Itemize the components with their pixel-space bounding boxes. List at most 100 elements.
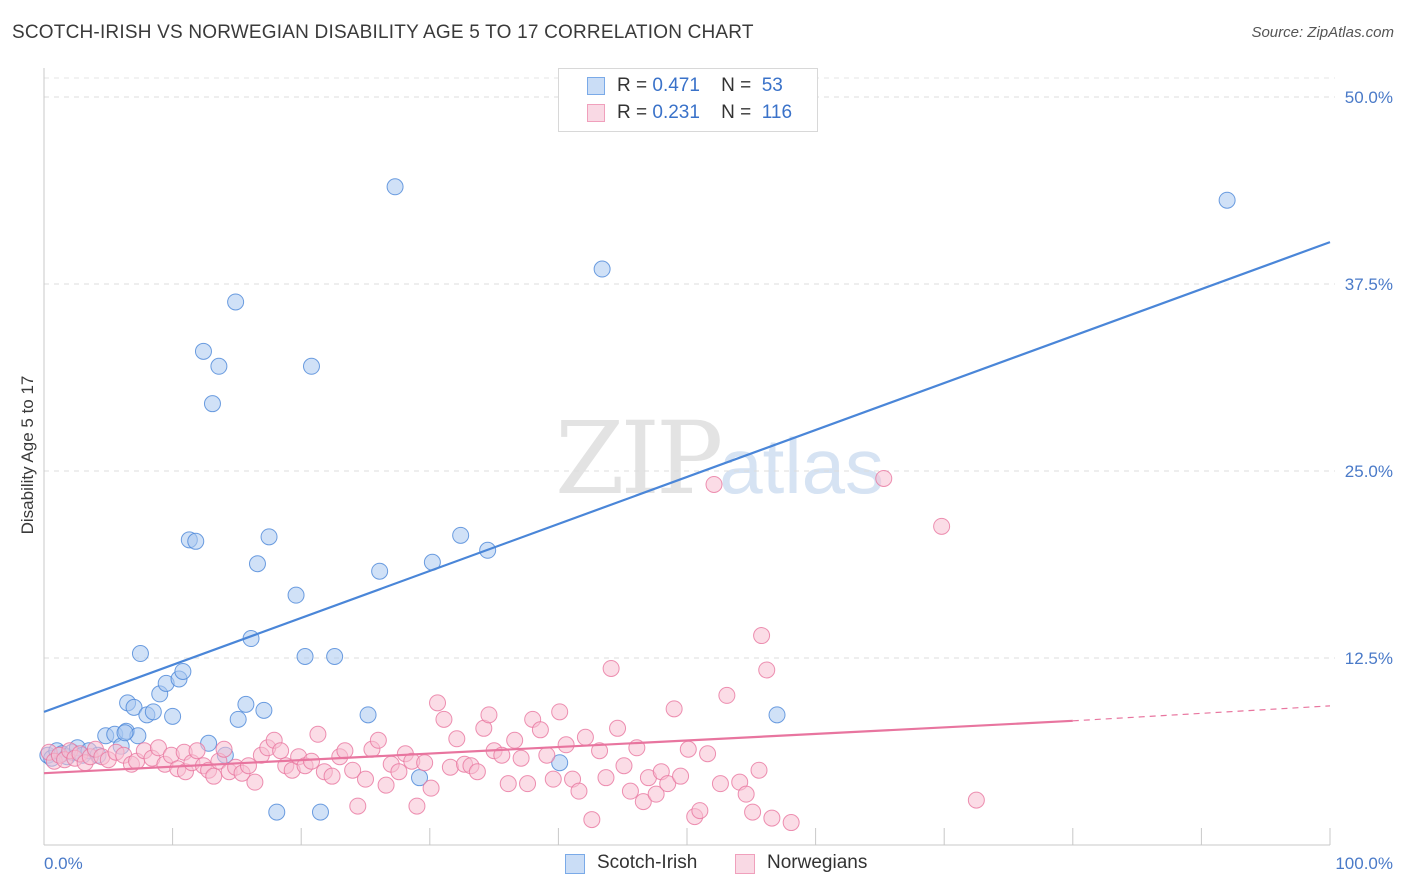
data-point: [519, 775, 537, 793]
data-point: [237, 695, 255, 713]
data-point: [125, 698, 143, 716]
data-point: [357, 770, 374, 788]
stats-legend: R = 0.471 N = 53 R = 0.231 N = 116: [558, 68, 818, 132]
legend-r-value: 0.231: [652, 102, 700, 123]
data-point: [215, 740, 233, 758]
source-label: Source: ZipAtlas.com: [1251, 24, 1394, 41]
data-point: [227, 293, 245, 311]
legend-label-norwegians: Norwegians: [767, 852, 868, 873]
data-point: [621, 782, 639, 800]
data-points: [39, 178, 1236, 832]
trend-line-extension: [1072, 705, 1331, 722]
data-point: [647, 785, 665, 803]
data-point: [570, 782, 588, 800]
legend-n-value: 116: [761, 102, 793, 123]
data-point: [349, 797, 367, 815]
data-point: [679, 740, 697, 758]
data-point: [480, 706, 498, 724]
data-point: [665, 700, 683, 718]
legend-swatch-norwegians: [735, 854, 755, 874]
data-point: [371, 562, 389, 580]
data-point: [551, 703, 569, 721]
chart-title: SCOTCH-IRISH VS NORWEGIAN DISABILITY AGE…: [12, 22, 754, 43]
data-point: [435, 710, 453, 728]
data-point: [672, 767, 690, 785]
data-point: [691, 802, 709, 820]
data-point: [718, 686, 736, 704]
y-tick-label: 37.5%: [1345, 275, 1393, 294]
data-point: [422, 779, 440, 797]
data-point: [336, 742, 354, 760]
data-point: [344, 761, 362, 779]
data-point: [287, 586, 305, 604]
trend-line: [43, 719, 1073, 775]
y-tick-label: 12.5%: [1345, 649, 1393, 668]
data-point: [602, 659, 620, 677]
data-point: [144, 703, 162, 721]
trend-line: [43, 241, 1331, 713]
data-point: [386, 178, 404, 196]
x-tick-label: 0.0%: [44, 854, 83, 873]
axes: [43, 68, 1331, 846]
watermark: ZIPatlas: [555, 400, 884, 517]
y-tick-label: 50.0%: [1345, 88, 1393, 107]
data-point: [239, 757, 257, 775]
watermark-atlas: atlas: [719, 422, 885, 510]
data-point: [255, 701, 273, 719]
data-point: [452, 526, 470, 544]
tick-labels: 12.5% 25.0% 37.5% 50.0% 0.0% 100.0%: [44, 88, 1393, 873]
data-point: [302, 752, 320, 770]
data-point: [326, 648, 344, 666]
data-point: [933, 517, 951, 535]
legend-swatch-scotch-irish: [565, 854, 585, 874]
data-point: [782, 814, 800, 832]
data-point: [268, 803, 286, 821]
data-point: [411, 769, 429, 787]
data-point: [272, 742, 290, 760]
data-point: [544, 770, 562, 788]
data-point: [468, 763, 486, 781]
data-point: [875, 469, 893, 487]
data-point: [260, 528, 278, 546]
data-point: [531, 721, 549, 739]
data-point: [583, 811, 601, 829]
data-point: [551, 754, 569, 772]
data-point: [557, 736, 575, 754]
data-point: [359, 706, 377, 724]
data-point: [1218, 191, 1236, 209]
data-point: [302, 357, 320, 375]
trend-lines: [43, 241, 1331, 775]
data-point: [758, 661, 776, 679]
data-point: [210, 357, 228, 375]
data-point: [116, 724, 134, 742]
legend-swatch-norwegians: [587, 104, 605, 122]
data-point: [441, 758, 459, 776]
data-point: [448, 730, 466, 748]
data-point: [744, 803, 762, 821]
data-point: [416, 754, 434, 772]
data-point: [634, 793, 652, 811]
data-point: [506, 731, 524, 749]
data-point: [429, 694, 447, 712]
legend-r-label: R =: [617, 102, 648, 123]
data-point: [763, 809, 781, 827]
data-point: [390, 763, 408, 781]
legend-label-scotch-irish: Scotch-Irish: [597, 852, 698, 873]
data-point: [131, 645, 149, 663]
data-point: [246, 773, 264, 791]
data-point: [750, 761, 768, 779]
data-point: [967, 791, 985, 809]
legend-swatch-scotch-irish: [587, 77, 605, 95]
data-point: [408, 797, 426, 815]
grid-lines: [44, 77, 1335, 659]
data-point: [659, 775, 677, 793]
data-point: [512, 749, 530, 767]
x-tick-label: 100.0%: [1335, 854, 1393, 873]
data-point: [593, 260, 611, 278]
data-point: [309, 725, 327, 743]
data-point: [609, 719, 627, 737]
data-point: [369, 731, 387, 749]
data-point: [229, 710, 247, 728]
data-point: [149, 739, 167, 757]
